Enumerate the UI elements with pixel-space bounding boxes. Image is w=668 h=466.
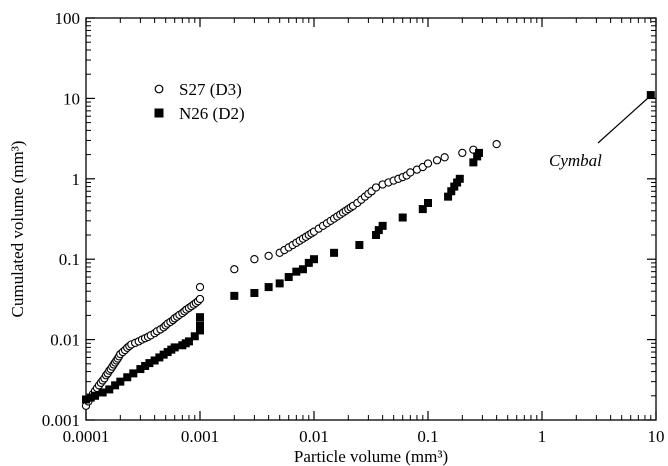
series-s27 bbox=[81, 139, 501, 410]
cymbal-pointer-line bbox=[597, 97, 649, 144]
data-point-square bbox=[284, 273, 293, 282]
data-point-square bbox=[155, 353, 164, 362]
data-point-square bbox=[304, 258, 313, 267]
data-point-square bbox=[116, 377, 125, 386]
data-point-circle bbox=[264, 251, 273, 261]
data-point-square bbox=[474, 148, 483, 157]
data-point-square bbox=[264, 283, 273, 292]
data-point-square bbox=[196, 326, 204, 335]
data-point-square bbox=[444, 192, 453, 201]
data-point-square bbox=[230, 291, 239, 300]
data-point-square bbox=[123, 373, 132, 382]
data-point-square bbox=[111, 381, 120, 390]
data-point-square bbox=[424, 199, 432, 208]
data-point-square bbox=[372, 230, 381, 239]
data-point-square bbox=[184, 337, 193, 346]
data-point-square bbox=[469, 158, 478, 167]
data-point-circle bbox=[371, 183, 381, 192]
x-tick-label: 0.1 bbox=[417, 427, 438, 446]
cymbal-annotation-label: Cymbal bbox=[549, 151, 602, 170]
data-point-square bbox=[330, 248, 339, 257]
x-tick-label: 0.0001 bbox=[63, 427, 110, 446]
y-tick-label: 100 bbox=[55, 9, 81, 28]
axes bbox=[85, 17, 657, 421]
data-point-square bbox=[374, 226, 383, 235]
data-point-square bbox=[170, 343, 179, 352]
data-point-square bbox=[145, 359, 154, 368]
data-point-square bbox=[298, 265, 307, 274]
data-point-circle bbox=[195, 294, 205, 304]
legend: S27 (D3) N26 (D2) bbox=[154, 80, 245, 123]
data-point-circle bbox=[440, 153, 449, 162]
legend-label-s27: S27 (D3) bbox=[179, 80, 242, 99]
data-point-square bbox=[455, 174, 464, 183]
x-tick-label: 1 bbox=[538, 427, 547, 446]
x-tick-label: 0.01 bbox=[299, 427, 329, 446]
data-point-square bbox=[378, 221, 387, 230]
y-tick-label: 10 bbox=[63, 89, 80, 108]
legend-marker-s27 bbox=[154, 84, 164, 94]
data-point-square bbox=[646, 91, 655, 100]
data-point-square bbox=[275, 279, 284, 288]
y-tick-label: 1 bbox=[72, 170, 81, 189]
data-point-square bbox=[129, 369, 138, 378]
x-axis-title: Particle volume (mm³) bbox=[294, 447, 448, 466]
data-point-circle bbox=[423, 159, 433, 168]
data-point-square bbox=[196, 321, 204, 330]
data-point-circle bbox=[458, 148, 467, 158]
data-points bbox=[81, 91, 655, 410]
data-point-square bbox=[98, 388, 107, 397]
data-point-square bbox=[86, 393, 95, 402]
x-tick-label: 10 bbox=[648, 427, 665, 446]
data-point-square bbox=[82, 395, 90, 404]
data-point-square bbox=[310, 255, 318, 264]
y-tick-label: 0.001 bbox=[42, 411, 80, 430]
data-point-square bbox=[190, 332, 199, 341]
data-point-square bbox=[418, 205, 427, 214]
annotation: Cymbal bbox=[549, 97, 649, 170]
plot-frame bbox=[85, 17, 657, 421]
data-point-square bbox=[398, 213, 407, 222]
data-point-square bbox=[141, 361, 150, 370]
data-point-square bbox=[150, 356, 159, 365]
data-point-square bbox=[447, 187, 456, 196]
data-point-circle bbox=[195, 282, 205, 292]
y-tick-label: 0.1 bbox=[59, 250, 80, 269]
data-point-square bbox=[136, 365, 145, 374]
data-point-square bbox=[105, 385, 114, 394]
data-point-square bbox=[250, 288, 259, 297]
x-tick-label: 0.001 bbox=[181, 427, 219, 446]
y-axis-title: Cumulated volume (mm³) bbox=[8, 141, 27, 318]
legend-marker-n26 bbox=[154, 108, 164, 118]
series-n26 bbox=[82, 91, 655, 404]
data-point-square bbox=[450, 182, 459, 191]
legend-label-n26: N26 (D2) bbox=[179, 104, 245, 123]
data-point-circle bbox=[492, 139, 501, 149]
data-point-circle bbox=[230, 265, 239, 274]
data-point-square bbox=[91, 391, 100, 400]
data-point-square bbox=[355, 241, 364, 250]
data-point-circle bbox=[250, 255, 259, 264]
y-tick-label: 0.01 bbox=[50, 331, 80, 350]
data-point-square bbox=[196, 313, 204, 322]
data-point-square bbox=[292, 267, 301, 276]
data-point-circle bbox=[432, 156, 442, 165]
